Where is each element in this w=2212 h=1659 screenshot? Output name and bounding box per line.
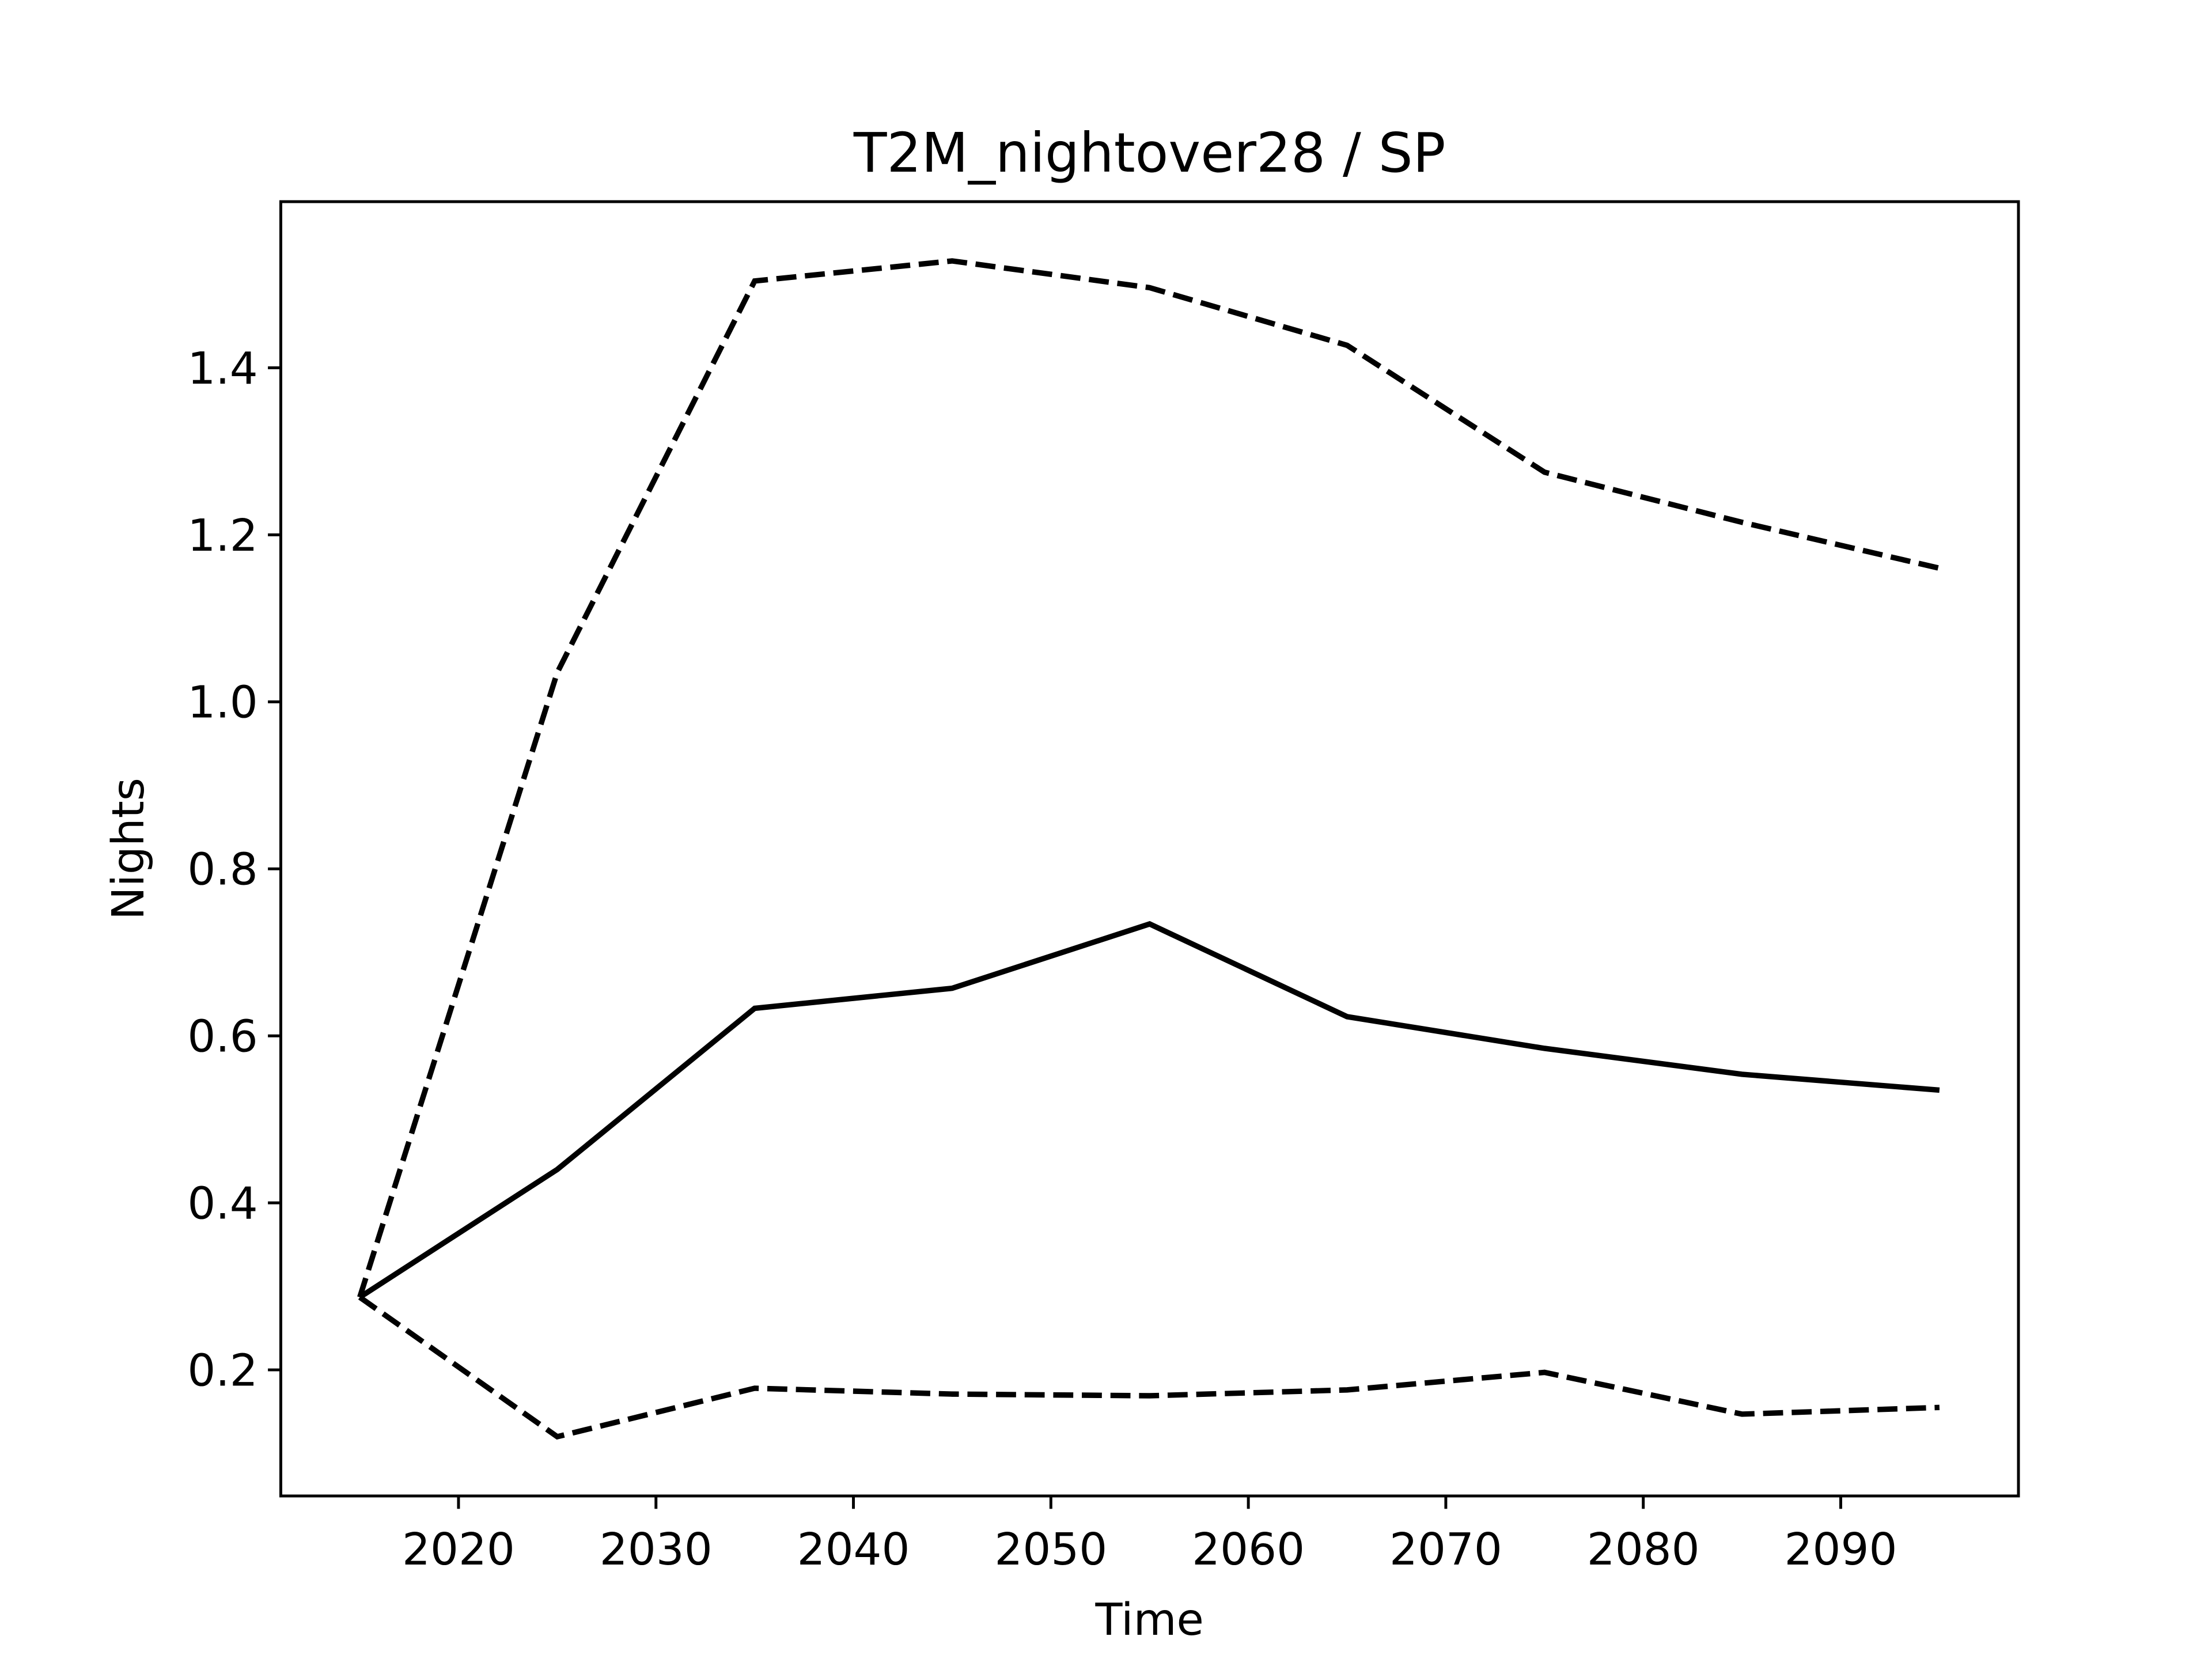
line-series	[358, 921, 1940, 1300]
y-tick-label: 1.4	[187, 343, 257, 395]
line-series	[357, 258, 1940, 1298]
line-series	[358, 1295, 1940, 1440]
x-tick-label: 2090	[1785, 1524, 1897, 1575]
x-tick-label: 2050	[994, 1524, 1107, 1575]
x-tick-label: 2020	[402, 1524, 515, 1575]
x-axis-label: Time	[1095, 1594, 1204, 1646]
y-tick-label: 1.0	[187, 677, 257, 729]
x-tick-label: 2040	[797, 1524, 910, 1575]
y-tick-label: 1.2	[187, 510, 257, 562]
plot-frame	[279, 200, 2020, 1498]
y-axis-label: Nights	[103, 778, 154, 920]
y-tick-label: 0.2	[187, 1345, 257, 1396]
x-tick-label: 2060	[1192, 1524, 1305, 1575]
y-tick-label: 0.4	[187, 1178, 257, 1229]
chart-title: T2M_nightover28 / SP	[853, 122, 1446, 185]
x-tick-label: 2070	[1389, 1524, 1502, 1575]
y-tick-label: 0.8	[187, 844, 257, 896]
y-tick-label: 0.6	[187, 1012, 257, 1063]
x-tick-label: 2030	[600, 1524, 713, 1575]
x-tick-label: 2080	[1587, 1524, 1700, 1575]
